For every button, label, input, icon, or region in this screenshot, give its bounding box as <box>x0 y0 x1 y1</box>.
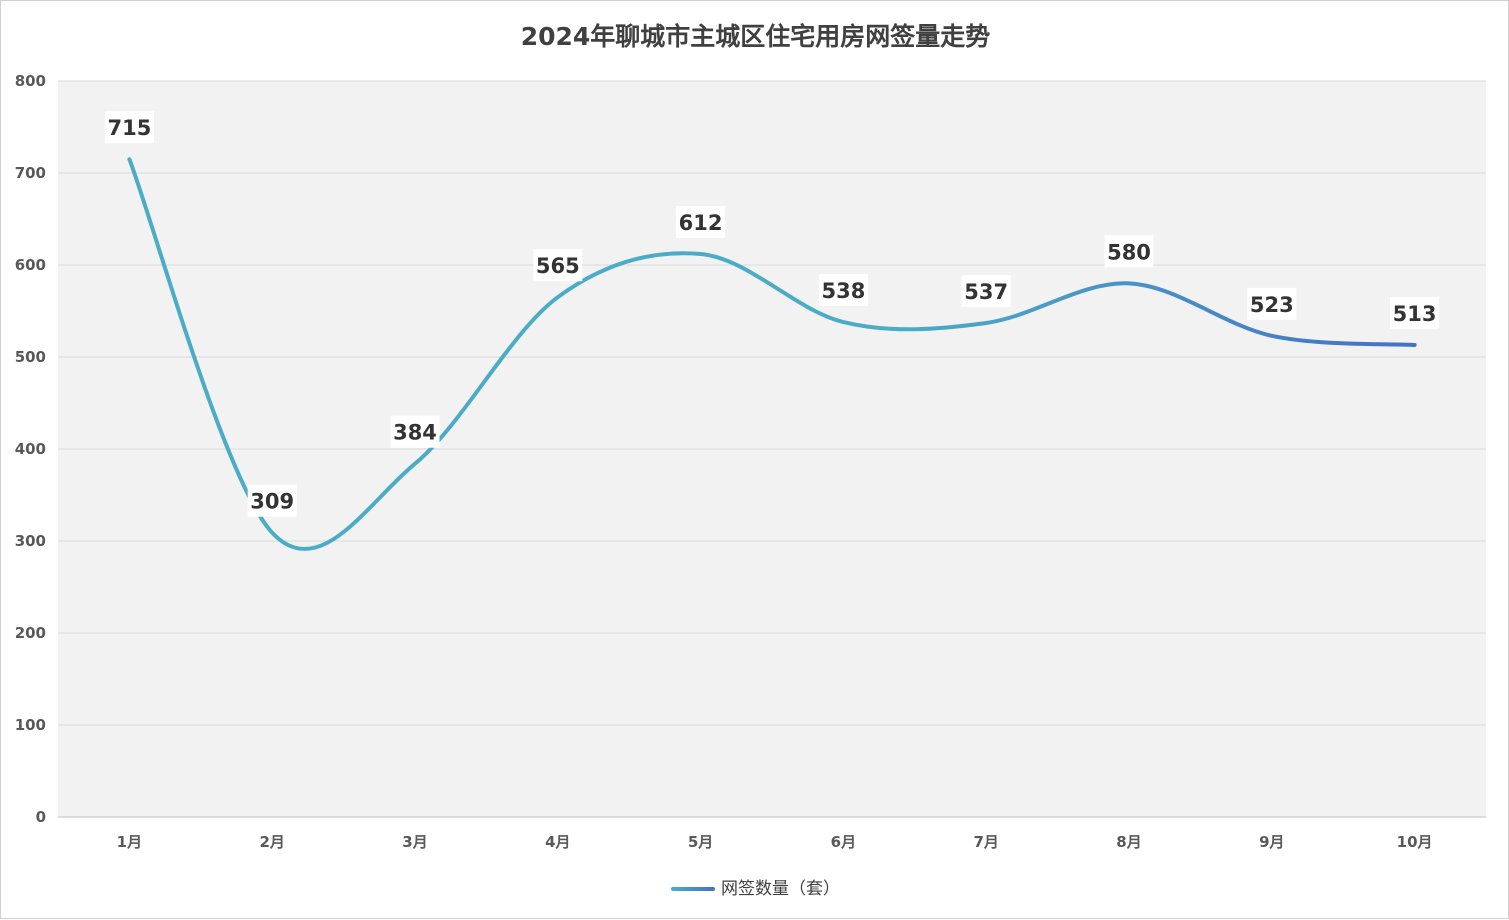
y-tick-label: 0 <box>36 808 46 826</box>
data-label: 565 <box>533 249 583 282</box>
data-label: 309 <box>247 484 297 517</box>
y-tick-label: 100 <box>15 716 46 734</box>
data-label-text: 715 <box>107 116 151 140</box>
legend: 网签数量（套） <box>1 874 1509 899</box>
data-label-text: 537 <box>964 280 1008 304</box>
y-tick-label: 800 <box>15 72 46 90</box>
y-tick-label: 700 <box>15 164 46 182</box>
legend-swatch <box>671 887 715 891</box>
data-label: 612 <box>676 205 726 238</box>
y-tick-label: 300 <box>15 532 46 550</box>
y-tick-label: 400 <box>15 440 46 458</box>
data-label-box <box>533 249 583 282</box>
data-label-text: 384 <box>393 421 437 445</box>
data-label-text: 309 <box>250 490 294 514</box>
data-label: 523 <box>1247 287 1297 320</box>
data-label-text: 580 <box>1107 240 1151 264</box>
x-tick-label: 6月 <box>831 833 856 851</box>
x-tick-label: 2月 <box>259 833 284 851</box>
data-label-box <box>1104 235 1154 268</box>
y-tick-label: 600 <box>15 256 46 274</box>
data-label-box <box>818 274 868 307</box>
data-label: 715 <box>104 111 154 144</box>
x-tick-label: 5月 <box>688 833 713 851</box>
x-tick-label: 4月 <box>545 833 570 851</box>
data-label-box <box>961 274 1011 307</box>
legend-label: 网签数量（套） <box>721 879 840 899</box>
data-label-text: 612 <box>679 211 723 235</box>
data-label: 384 <box>390 415 440 448</box>
data-label: 513 <box>1390 297 1440 330</box>
x-tick-label: 10月 <box>1397 833 1433 851</box>
data-label-text: 523 <box>1250 293 1294 317</box>
data-label-text: 565 <box>536 254 580 278</box>
x-tick-label: 1月 <box>117 833 142 851</box>
data-label-box <box>247 484 297 517</box>
data-label: 537 <box>961 274 1011 307</box>
data-label: 580 <box>1104 235 1154 268</box>
y-tick-label: 200 <box>15 624 46 642</box>
data-label-box <box>104 111 154 144</box>
data-label-box <box>1390 297 1440 330</box>
data-label-text: 538 <box>821 279 865 303</box>
series-line <box>127 157 1417 551</box>
x-tick-label: 7月 <box>973 833 998 851</box>
data-label: 538 <box>818 274 868 307</box>
data-label-box <box>676 205 726 238</box>
data-label-text: 513 <box>1393 302 1437 326</box>
x-tick-label: 3月 <box>402 833 427 851</box>
y-tick-label: 500 <box>15 348 46 366</box>
data-label-box <box>390 415 440 448</box>
x-tick-label: 8月 <box>1116 833 1141 851</box>
data-label-box <box>1247 287 1297 320</box>
x-tick-label: 9月 <box>1259 833 1284 851</box>
chart-title: 2024年聊城市主城区住宅用房网签量走势 <box>520 22 991 51</box>
